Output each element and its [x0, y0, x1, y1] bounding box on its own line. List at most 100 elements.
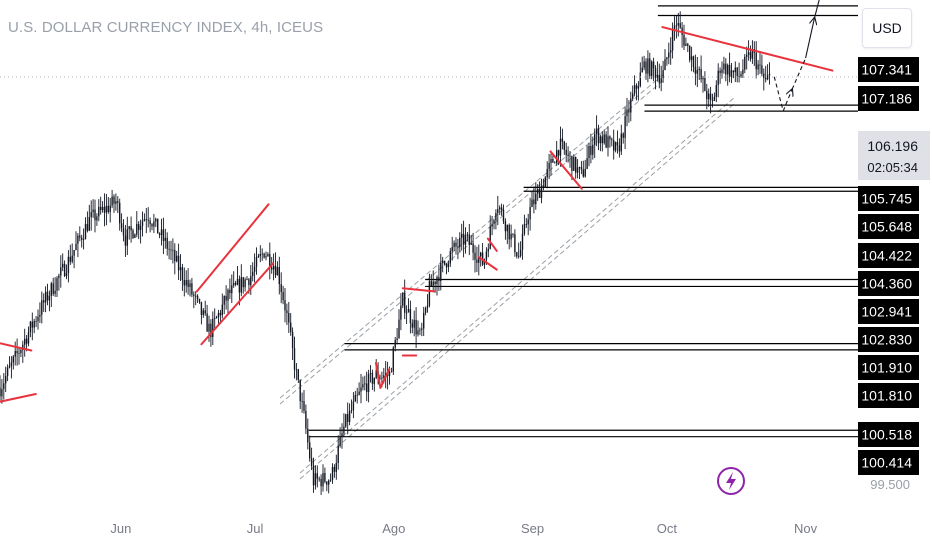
candle-body — [46, 291, 49, 301]
candle-body — [381, 377, 383, 379]
trend-line — [379, 368, 391, 389]
projection-arrow — [782, 89, 792, 112]
candle-body — [768, 73, 771, 76]
candle-body — [158, 233, 161, 235]
x-tick-label: Ago — [382, 521, 405, 536]
candle-body — [738, 75, 740, 77]
candle-body — [48, 295, 51, 301]
candle-body — [297, 369, 299, 380]
candle-body — [424, 307, 427, 314]
candle-body — [402, 292, 404, 306]
candle-body — [502, 209, 505, 222]
candle-body — [248, 279, 250, 286]
candle-body — [544, 177, 546, 188]
candle-body — [299, 379, 301, 402]
candle-body — [727, 64, 729, 75]
candle-body — [191, 283, 193, 295]
candle-body — [706, 90, 708, 100]
candle-body — [548, 163, 550, 169]
candle-body — [198, 298, 201, 303]
trend-line — [661, 26, 834, 72]
red-drawings — [0, 26, 834, 403]
candle-body — [404, 292, 406, 313]
candle-body — [139, 225, 142, 230]
candle-body — [654, 68, 657, 78]
currency-button[interactable]: USD — [862, 8, 912, 48]
candle-body — [525, 224, 527, 225]
candle-body — [576, 167, 579, 173]
price-label-bg — [858, 355, 919, 380]
candle-body — [734, 67, 736, 73]
price-label-bg — [858, 450, 919, 475]
candle-body — [314, 473, 317, 486]
candle-body — [531, 199, 533, 208]
candle-body — [436, 277, 438, 285]
candle-body — [491, 223, 493, 227]
candle-body — [670, 50, 672, 53]
candle-body — [341, 433, 343, 437]
candle-body — [516, 252, 518, 257]
candle-body — [613, 140, 615, 151]
candle-body — [240, 277, 242, 293]
candle-body — [590, 145, 592, 155]
candle-body — [668, 52, 670, 58]
candle-body — [708, 93, 710, 100]
candle-body — [521, 233, 524, 250]
candle-body — [440, 263, 442, 282]
candle-body — [432, 281, 434, 286]
candle-body — [250, 276, 252, 286]
candle-body — [350, 410, 353, 411]
candle-body — [445, 263, 448, 268]
candle-body — [369, 372, 372, 375]
candle-body — [438, 277, 440, 282]
channel-line — [299, 102, 736, 480]
channel-line — [279, 78, 666, 405]
candle-body — [215, 317, 218, 319]
candle-body — [375, 370, 377, 379]
candle-body — [101, 206, 104, 211]
price-label: 107.186 — [861, 91, 912, 107]
candle-body — [379, 378, 381, 380]
candle-body — [126, 229, 128, 246]
candle-body — [27, 332, 30, 344]
candle-body — [618, 145, 621, 152]
candle-body — [16, 350, 18, 354]
candle-body — [259, 254, 261, 257]
candle-body — [122, 228, 125, 236]
candle-body — [291, 331, 294, 349]
candle-body — [288, 313, 290, 323]
candle-body — [136, 223, 138, 235]
candle-body — [189, 283, 191, 288]
candle-body — [766, 75, 769, 80]
candle-body — [563, 141, 565, 150]
candle-body — [202, 310, 204, 315]
candle-body — [394, 340, 396, 348]
candle-body — [535, 193, 537, 205]
candle-body — [54, 290, 56, 294]
candle-body — [660, 78, 662, 83]
candle-body — [662, 70, 664, 79]
candle-body — [94, 209, 96, 221]
candle-body — [493, 220, 495, 224]
candle-body — [455, 242, 457, 247]
candle-body — [656, 74, 659, 78]
candle-body — [698, 69, 700, 70]
candle-body — [236, 279, 239, 285]
current-price-bg — [858, 131, 930, 180]
candle-body — [295, 369, 298, 371]
candle-body — [272, 265, 275, 270]
candle-body — [626, 109, 628, 117]
candle-body — [320, 478, 322, 487]
trend-line — [549, 150, 583, 190]
candle-body — [569, 155, 571, 157]
candle-body — [204, 310, 206, 314]
candle-body — [459, 237, 461, 248]
candle-body — [499, 207, 501, 210]
alert-icon-group[interactable] — [717, 467, 745, 495]
lightning-icon[interactable] — [717, 467, 745, 495]
candle-body — [318, 478, 320, 480]
candle-body — [362, 384, 364, 388]
candle-body — [358, 391, 360, 395]
y-tick-label: 99.500 — [870, 477, 910, 492]
